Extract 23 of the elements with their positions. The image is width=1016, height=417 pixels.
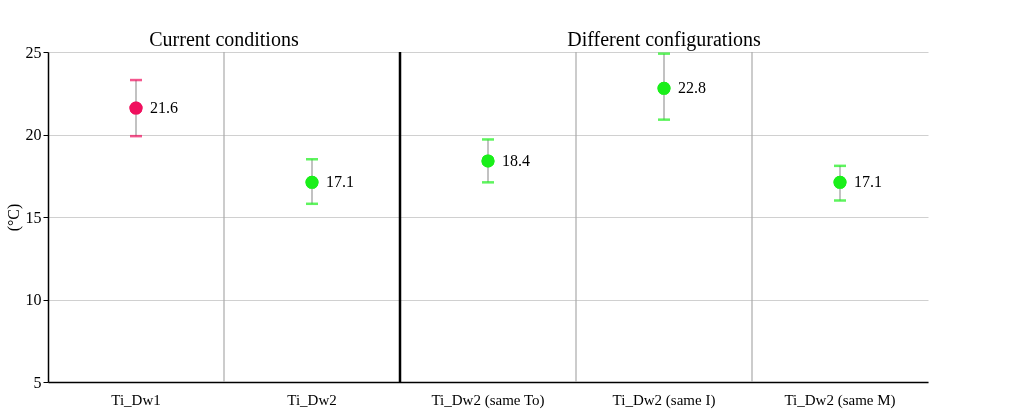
point: [305, 175, 319, 189]
x-tick-label: Ti_Dw1: [111, 391, 161, 408]
data-label: 17.1: [326, 173, 354, 191]
y-tick-label: 15: [25, 208, 42, 226]
data-label: 17.1: [854, 173, 882, 191]
y-tick-label: 25: [25, 43, 42, 61]
x-tick-label: Ti_Dw2: [287, 391, 337, 408]
point: [129, 101, 143, 115]
y-tick-label: 5: [33, 373, 42, 391]
text: Different configurations: [567, 28, 761, 51]
data-label: 21.6: [150, 99, 178, 117]
data-label: 22.8: [678, 79, 706, 97]
data-label: 18.4: [502, 151, 530, 169]
y-axis-title: (°C): [4, 203, 23, 232]
text: Current conditions: [149, 28, 299, 50]
point: [657, 81, 671, 95]
point: [833, 175, 847, 189]
y-tick-label: 20: [25, 126, 42, 143]
x-tick-label: Ti_Dw2 (same I): [612, 391, 716, 409]
point: [481, 154, 495, 168]
x-tick-label: Ti_Dw2 (same M): [784, 391, 896, 409]
x-tick-label: Ti_Dw2 (same To): [431, 391, 545, 409]
y-tick-label: 10: [25, 291, 42, 308]
